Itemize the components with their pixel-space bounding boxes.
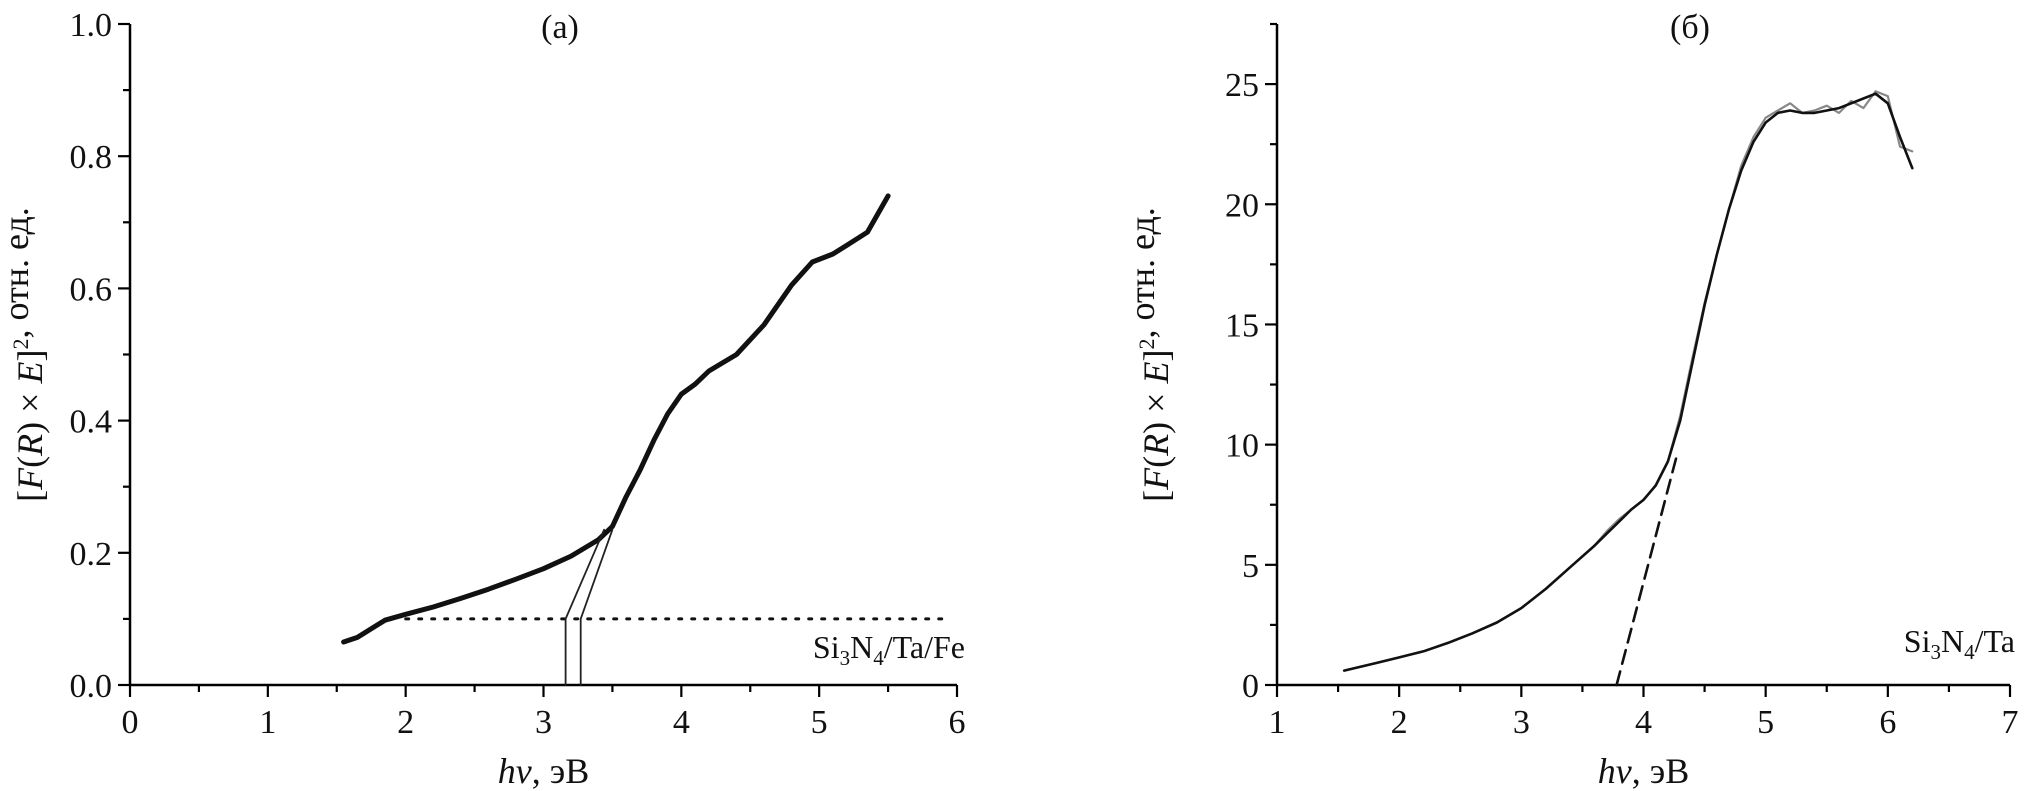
x-tick-label: 7 [2002,704,2019,741]
series-line [1343,90,1914,672]
x-axis-title: hv, эВ [498,751,589,791]
x-tick-label: 4 [673,704,690,741]
x-tick-label: 1 [1269,704,1286,741]
panel-a: 0 1 2 3 4 5 6 0.0 0.2 0.4 0.6 0.8 1.0 (а) hv, эВ [F(R) … [0,7,966,791]
series-line [1342,92,1914,672]
y-tick-label: 0.0 [70,668,113,705]
dashed-extrapolation-line [1615,455,1678,687]
y-tick-label: 10 [1225,428,1259,465]
y-tick-label: 1.0 [70,7,113,44]
y-tick-label: 0.8 [70,139,113,176]
x-tick-label: 1 [259,704,276,741]
x-tick-label: 6 [949,704,966,741]
y-tick-label: 0.2 [70,536,113,573]
y-tick-label: 25 [1225,67,1259,104]
sample-label: Si3N4/Ta/Fe [813,629,965,670]
x-tick-label: 5 [1757,704,1774,741]
series-line [341,193,891,645]
x-tick-label: 5 [811,704,828,741]
panel-label: (а) [541,9,579,46]
y-tick-label: 5 [1242,548,1259,585]
x-tick-label: 2 [397,704,414,741]
y-axis-title: [F(R) × E]2, отн. ед. [1122,207,1176,502]
x-tick-label: 3 [535,704,552,741]
panel-label: (б) [1670,9,1710,46]
x-tick-label: 2 [1391,704,1408,741]
tangent-line [579,528,614,620]
y-tick-label: 0 [1242,668,1259,705]
y-tick-label: 0.6 [70,271,113,308]
x-tick-label: 3 [1513,704,1530,741]
sample-label: Si3N4/Ta [1904,623,2015,664]
y-tick-label: 0.4 [70,404,113,441]
tangent-line [564,528,605,620]
x-tick-label: 6 [1879,704,1896,741]
x-tick-label: 4 [1635,704,1652,741]
panel-b: 1 2 3 4 5 6 7 0 5 10 15 20 25 (б) hv, эВ [F(R) × E]2, о… [1122,9,2019,791]
x-tick-label: 0 [122,704,139,741]
y-axis-title: [F(R) × E]2, отн. ед. [0,207,50,502]
y-tick-label: 20 [1225,187,1259,224]
y-tick-label: 15 [1225,307,1259,344]
x-axis-title: hv, эВ [1598,751,1689,791]
